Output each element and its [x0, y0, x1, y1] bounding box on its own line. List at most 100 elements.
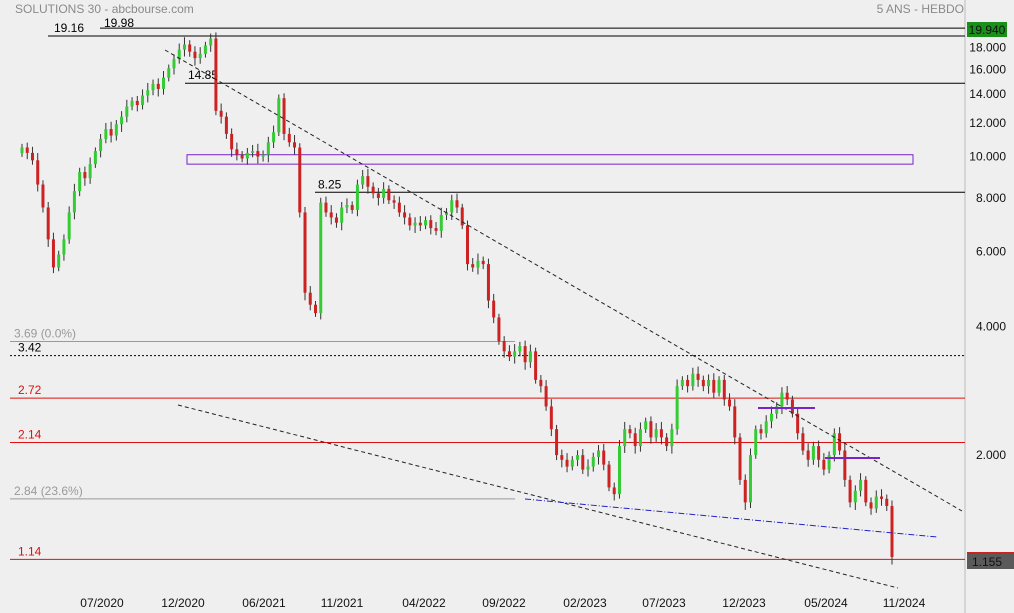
y-tick-label: 4.000 — [976, 320, 1006, 334]
candle-body — [361, 176, 365, 185]
candle-body — [313, 304, 317, 314]
y-tick-label: 18.000 — [969, 41, 1006, 55]
candle-body — [340, 207, 344, 223]
candle-body — [261, 154, 265, 157]
candle-body — [759, 429, 763, 434]
x-tick-label: 12/2023 — [722, 596, 766, 610]
level-label: 19.16 — [54, 21, 84, 35]
y-tick-label: 6.000 — [976, 244, 1006, 258]
candle-body — [99, 138, 103, 152]
candle-body — [838, 433, 842, 451]
candle-body — [41, 184, 45, 208]
candle-body — [245, 152, 249, 159]
candle-body — [869, 502, 873, 509]
candle-body — [382, 188, 386, 198]
candle-body — [507, 351, 511, 357]
trendline-support — [177, 404, 899, 589]
candle-body — [623, 429, 627, 447]
candle-body — [345, 205, 349, 208]
candle-body — [57, 254, 61, 268]
candle-body — [319, 202, 323, 314]
candle-body — [801, 433, 805, 451]
candle-body — [680, 379, 684, 387]
candle-body — [748, 455, 752, 503]
candle-body — [859, 479, 863, 491]
candle-body — [67, 212, 71, 240]
candle-body — [109, 129, 113, 136]
candle-body — [790, 399, 794, 414]
candle-body — [104, 129, 108, 139]
candle-body — [403, 212, 407, 218]
trendline-resistance — [164, 49, 963, 512]
candle-body — [324, 202, 328, 213]
candle-body — [418, 222, 422, 226]
candle-body — [665, 437, 669, 447]
candle-body — [591, 456, 595, 467]
candle-body — [733, 406, 737, 438]
y-tick-label: 16.000 — [969, 62, 1006, 76]
candle-body — [785, 392, 789, 400]
candle-body — [30, 152, 34, 161]
candle-body — [460, 207, 464, 226]
x-tick-label: 12/2020 — [161, 596, 205, 610]
last-price-label: 1.155 — [972, 555, 1002, 569]
candle-body — [796, 413, 800, 434]
candle-body — [146, 90, 150, 96]
candle-body — [156, 83, 160, 89]
candle-body — [277, 98, 281, 133]
candle-body — [408, 217, 412, 226]
x-tick-label: 09/2022 — [482, 596, 526, 610]
candle-body — [51, 239, 55, 268]
candle-body — [272, 132, 276, 143]
candle-body — [775, 406, 779, 414]
candle-body — [376, 193, 380, 198]
candle-body — [135, 100, 139, 106]
candle-body — [670, 429, 674, 447]
x-tick-label: 05/2024 — [804, 596, 848, 610]
candle-body — [880, 496, 884, 499]
candle-body — [502, 340, 506, 352]
candle-body — [36, 160, 40, 185]
candle-body — [350, 205, 354, 210]
y-tick-label: 14.000 — [969, 87, 1006, 101]
candle-body — [366, 176, 370, 187]
candle-body — [864, 479, 868, 503]
candle-body — [555, 429, 559, 456]
y-tick-label: 2.000 — [976, 448, 1006, 462]
candle-body — [434, 228, 438, 231]
candle-body — [465, 225, 469, 265]
candle-body — [188, 44, 192, 52]
candle-body — [827, 455, 831, 470]
candle-body — [492, 300, 496, 318]
candle-body — [602, 450, 606, 465]
candle-body — [429, 220, 433, 229]
candle-body — [177, 49, 181, 60]
x-tick-label: 11/2024 — [883, 596, 926, 610]
candle-body — [240, 154, 244, 159]
candle-body — [712, 379, 716, 393]
last-high-label: 19.940 — [969, 23, 1006, 37]
level-label: 2.84 (23.6%) — [14, 484, 83, 498]
candle-body — [141, 95, 145, 106]
candle-body — [617, 446, 621, 495]
candle-body — [162, 77, 166, 89]
candle-body — [560, 455, 564, 460]
candle-body — [20, 147, 24, 154]
chart-title: SOLUTIONS 30 - abcbourse.com — [15, 2, 194, 16]
candle-body — [167, 68, 171, 78]
candle-body — [497, 317, 501, 341]
candle-body — [722, 379, 726, 400]
level-label: 1.14 — [18, 544, 42, 558]
candle-body — [738, 437, 742, 480]
candle-body — [298, 147, 302, 213]
candle-body — [303, 212, 307, 293]
candle-body — [528, 351, 532, 363]
level-label: 2.72 — [18, 383, 42, 397]
y-tick-label: 8.000 — [976, 191, 1006, 205]
candle-body — [266, 142, 270, 155]
x-tick-label: 04/2022 — [402, 596, 446, 610]
level-label: 2.14 — [18, 428, 42, 442]
x-tick-label: 02/2023 — [563, 596, 607, 610]
